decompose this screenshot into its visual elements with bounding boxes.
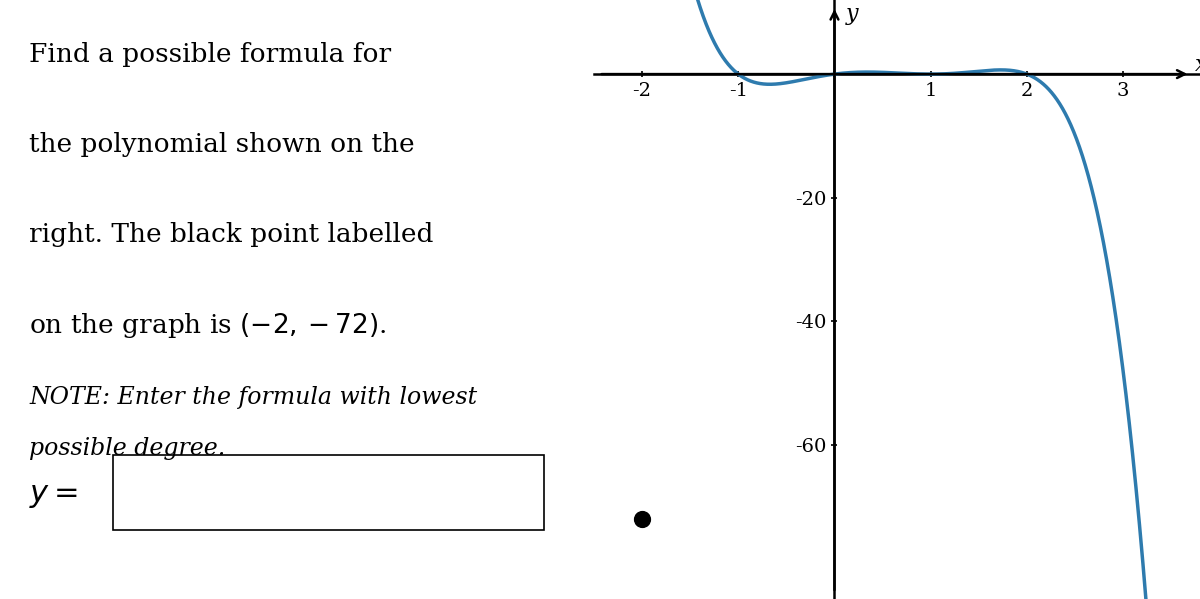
Text: x: x [1195, 54, 1200, 76]
Text: $y = $: $y = $ [29, 479, 78, 510]
FancyBboxPatch shape [114, 455, 544, 530]
Text: y: y [846, 3, 859, 25]
Text: right. The black point labelled: right. The black point labelled [29, 222, 433, 247]
Text: possible degree.: possible degree. [29, 437, 226, 460]
Text: NOTE: Enter the formula with lowest: NOTE: Enter the formula with lowest [29, 386, 478, 409]
Text: on the graph is $(-2, -72)$.: on the graph is $(-2, -72)$. [29, 311, 386, 340]
Text: Find a possible formula for: Find a possible formula for [29, 42, 391, 67]
Point [632, 514, 652, 524]
Text: the polynomial shown on the: the polynomial shown on the [29, 132, 415, 157]
